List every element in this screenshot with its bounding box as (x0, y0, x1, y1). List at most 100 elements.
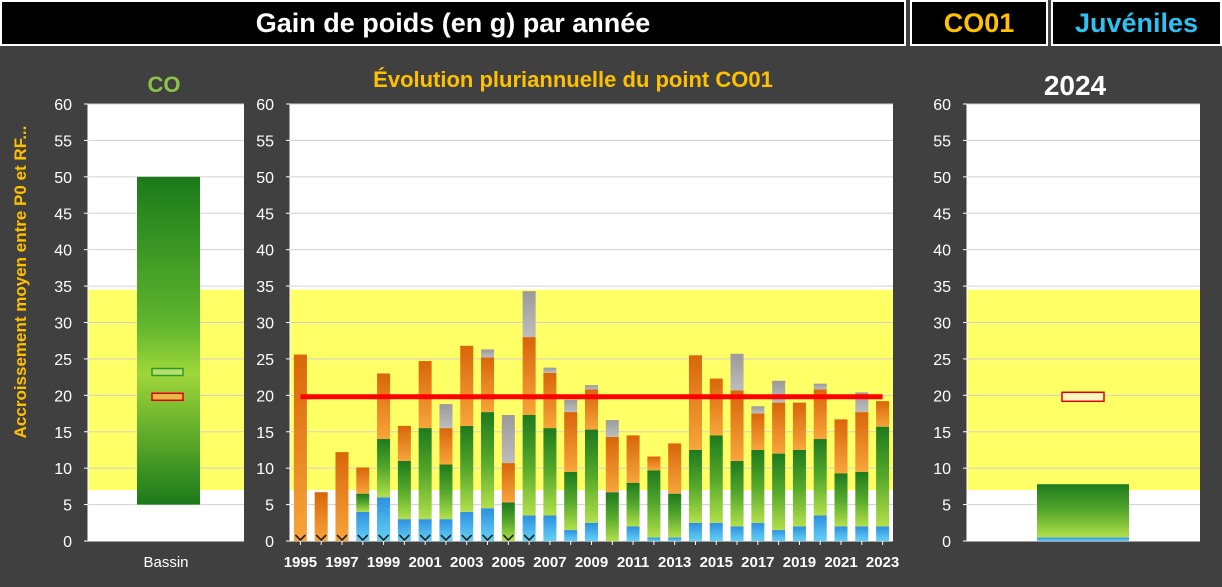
bar-green-2021 (834, 473, 848, 527)
zero-marker-2004 (481, 534, 494, 542)
right-y-tick-label: 40 (933, 243, 951, 260)
left-y-tick-label: 35 (54, 279, 72, 296)
bar-green-2023 (876, 426, 890, 527)
zero-marker-1997 (336, 534, 348, 542)
right-bar-green (1037, 484, 1129, 538)
middle-x-tick-label: 2005 (492, 554, 525, 571)
bar-blue-2002 (439, 519, 453, 541)
bar-orange-2002 (439, 428, 453, 465)
left-marker-red (151, 392, 184, 402)
bar-blue-2007 (543, 515, 557, 541)
middle-y-tick-label: 60 (256, 97, 274, 114)
middle-y-tick-label: 55 (256, 133, 274, 150)
bar-orange-2015 (709, 378, 723, 436)
bar-blue-2017 (751, 522, 765, 541)
bar-green-2016 (730, 460, 744, 527)
bar-green-2007 (543, 428, 557, 516)
zero-marker-1998 (357, 534, 369, 542)
bar-blue-2019 (792, 526, 806, 541)
bar-blue-2008 (564, 530, 578, 541)
right-y-tick-label: 35 (933, 279, 951, 296)
bar-blue-2001 (418, 519, 432, 541)
bar-green-2006 (522, 414, 536, 516)
bar-blue-2006 (522, 515, 536, 541)
right-reference-band (967, 289, 1200, 491)
left-panel-title: CO (148, 72, 181, 97)
bar-green-2003 (460, 425, 474, 512)
right-y-tick-label: 60 (933, 97, 951, 114)
middle-panel-title: Évolution pluriannuelle du point CO01 (373, 67, 773, 92)
bar-blue-2003 (460, 511, 474, 541)
bar-blue-2015 (709, 522, 723, 541)
right-y-tick-label: 10 (933, 461, 951, 478)
left-marker-green (151, 367, 184, 377)
bar-blue-2009 (585, 522, 598, 541)
bar-blue-2000 (397, 519, 411, 541)
left-y-tick-label: 50 (54, 170, 72, 187)
middle-x-tick-label: 1995 (284, 554, 317, 571)
bar-blue-1999 (377, 497, 391, 541)
right-y-tick-label: 25 (933, 352, 951, 369)
middle-x-tick-label: 2009 (575, 554, 608, 571)
bar-green-2004 (481, 412, 495, 509)
left-range-bar (137, 176, 200, 505)
bar-green-2000 (397, 460, 411, 520)
middle-x-tick-label: 2013 (658, 554, 691, 571)
bar-orange-2014 (688, 355, 702, 450)
middle-y-tick-label: 30 (256, 316, 274, 333)
bar-green-1999 (377, 439, 391, 498)
middle-x-tick-label: 2003 (450, 554, 483, 571)
bar-blue-2018 (772, 530, 786, 541)
bar-green-2017 (751, 449, 765, 523)
zero-marker-1995 (294, 534, 306, 542)
bar-orange-2022 (855, 412, 869, 472)
bar-gray-2009 (585, 385, 598, 390)
bar-green-2015 (709, 435, 723, 523)
middle-x-tick-label: 2023 (866, 554, 899, 571)
right-y-tick-label: 45 (933, 206, 951, 223)
right-bar-blue (1037, 537, 1129, 541)
bar-orange-1999 (377, 373, 391, 440)
left-y-tick-label: 15 (54, 425, 72, 442)
left-y-tick-label: 40 (54, 243, 72, 260)
left-y-tick-label: 60 (54, 97, 72, 114)
bar-orange-2007 (543, 372, 557, 429)
left-panel: 0 5 10 15 20 25 30 35 40 45 50 55 60 (54, 97, 244, 551)
bar-orange-2000 (397, 425, 411, 461)
middle-y-tick-label: 10 (256, 461, 274, 478)
bar-gray-2004 (481, 349, 495, 358)
bar-orange-2017 (751, 413, 765, 450)
right-y-tick-label: 50 (933, 170, 951, 187)
bar-orange-2005 (501, 463, 515, 503)
bar-orange-2003 (460, 345, 474, 426)
bar-orange-1995 (293, 354, 307, 541)
zero-marker-2001 (419, 534, 431, 542)
right-y-tick-label: 20 (933, 388, 951, 405)
zero-marker-2006 (523, 534, 535, 542)
bar-orange-2004 (481, 357, 495, 413)
bar-orange-1997 (335, 452, 349, 541)
bar-orange-2021 (834, 419, 848, 474)
middle-x-tick-label: 1997 (325, 554, 358, 571)
left-y-tick-label: 30 (54, 316, 72, 333)
left-y-tick-label: 20 (54, 388, 72, 405)
bar-green-2014 (688, 449, 702, 523)
bar-orange-2023 (876, 401, 890, 427)
bar-blue-2012 (647, 537, 661, 541)
bar-gray-2018 (772, 380, 786, 403)
bar-gray-2010 (605, 420, 619, 437)
bar-green-2020 (813, 439, 827, 516)
bar-blue-2021 (834, 526, 848, 541)
left-y-tick-label: 25 (54, 352, 72, 369)
bar-orange-2012 (647, 456, 661, 471)
zero-marker-2002 (440, 534, 452, 542)
bar-orange-2010 (605, 436, 619, 493)
bar-blue-2014 (688, 522, 702, 541)
bar-green-2009 (585, 429, 598, 523)
y-axis-label: Accroissement moyen entre P0 et RF... (11, 126, 30, 439)
bar-green-2002 (439, 464, 453, 520)
bar-orange-2009 (585, 389, 598, 430)
middle-x-tick-label: 2021 (824, 554, 857, 571)
bar-gray-2017 (751, 406, 765, 414)
left-y-tick-label: 45 (54, 206, 72, 223)
